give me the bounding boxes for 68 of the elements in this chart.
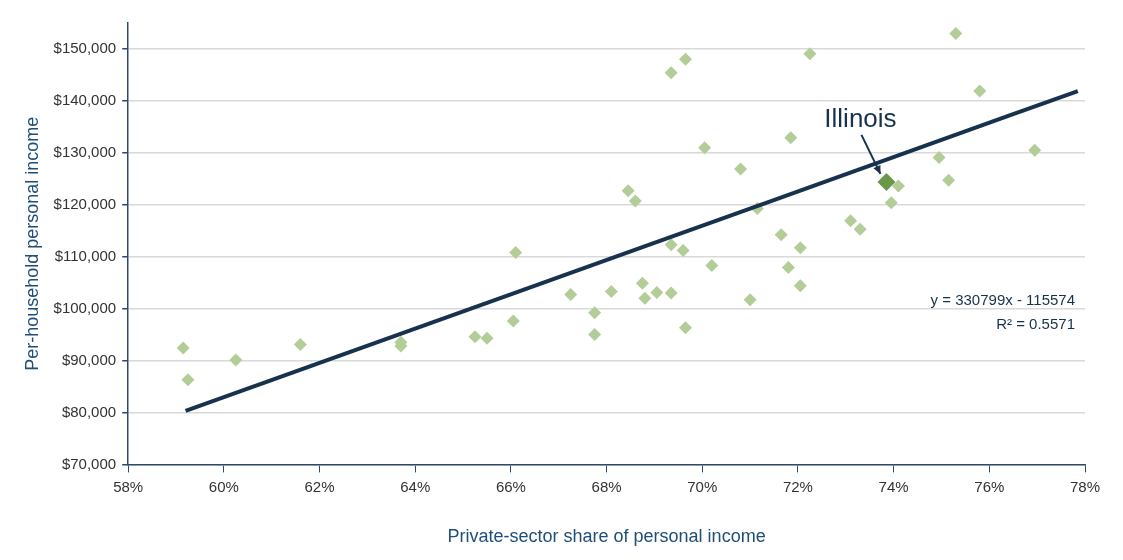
annotation: Illinois	[824, 102, 897, 133]
x-tick-label: 74%	[878, 477, 909, 495]
y-tick-label: $130,000	[53, 142, 117, 160]
point	[973, 84, 987, 98]
x-tick-label: 64%	[400, 477, 431, 495]
x-tick-label: 70%	[687, 477, 718, 495]
point	[781, 261, 795, 275]
y-tick-label: $80,000	[61, 402, 117, 420]
x-tick-label: 62%	[304, 477, 335, 495]
point	[942, 173, 956, 187]
point	[176, 341, 190, 355]
point	[793, 279, 807, 293]
x-tick-label: 68%	[591, 477, 622, 495]
point	[679, 321, 693, 335]
x-tick-label: 76%	[974, 477, 1005, 495]
y-tick-label: $150,000	[53, 39, 117, 57]
annotation: R² = 0.5571	[996, 314, 1075, 332]
x-tick-label: 58%	[113, 477, 144, 495]
point	[664, 66, 678, 80]
point	[844, 214, 858, 228]
point	[604, 284, 618, 298]
point	[564, 288, 578, 302]
point	[743, 293, 757, 307]
point	[705, 259, 719, 273]
x-axis-title: Private-sector share of personal income	[447, 526, 766, 547]
point	[638, 291, 652, 305]
point	[293, 337, 307, 351]
point	[793, 241, 807, 255]
point	[506, 314, 520, 328]
point	[932, 151, 946, 164]
y-tick-label: $90,000	[61, 350, 117, 368]
x-tick-label: 66%	[495, 477, 526, 495]
x-tick-label: 60%	[208, 477, 239, 495]
point	[664, 286, 678, 300]
y-tick-label: $70,000	[61, 454, 117, 472]
point	[588, 328, 602, 342]
y-tick-label: $140,000	[53, 91, 117, 109]
y-tick-label: $120,000	[53, 194, 117, 212]
point	[1028, 143, 1042, 157]
point	[480, 331, 494, 345]
point	[784, 131, 798, 145]
point	[774, 228, 788, 242]
point	[588, 306, 602, 320]
point	[877, 172, 896, 191]
point	[635, 276, 649, 290]
point	[949, 26, 963, 40]
point	[734, 162, 748, 176]
point	[468, 330, 482, 344]
point	[509, 246, 523, 260]
point	[679, 52, 693, 66]
y-axis-title: Per-household personal income	[21, 116, 42, 371]
x-tick-label: 72%	[782, 477, 813, 495]
x-tick-label: 78%	[1069, 477, 1101, 495]
point	[803, 47, 817, 61]
point	[664, 238, 678, 252]
point	[628, 194, 642, 208]
y-tick-label: $110,000	[54, 246, 117, 264]
point	[853, 222, 867, 236]
point	[884, 196, 898, 210]
point	[229, 353, 243, 367]
y-tick-label: $100,000	[53, 298, 117, 316]
annotation: y = 330799x - 115574	[930, 290, 1075, 308]
point	[698, 141, 712, 155]
point	[650, 286, 664, 300]
point	[891, 179, 905, 193]
point	[676, 243, 690, 257]
point	[181, 373, 195, 387]
point	[621, 184, 635, 198]
